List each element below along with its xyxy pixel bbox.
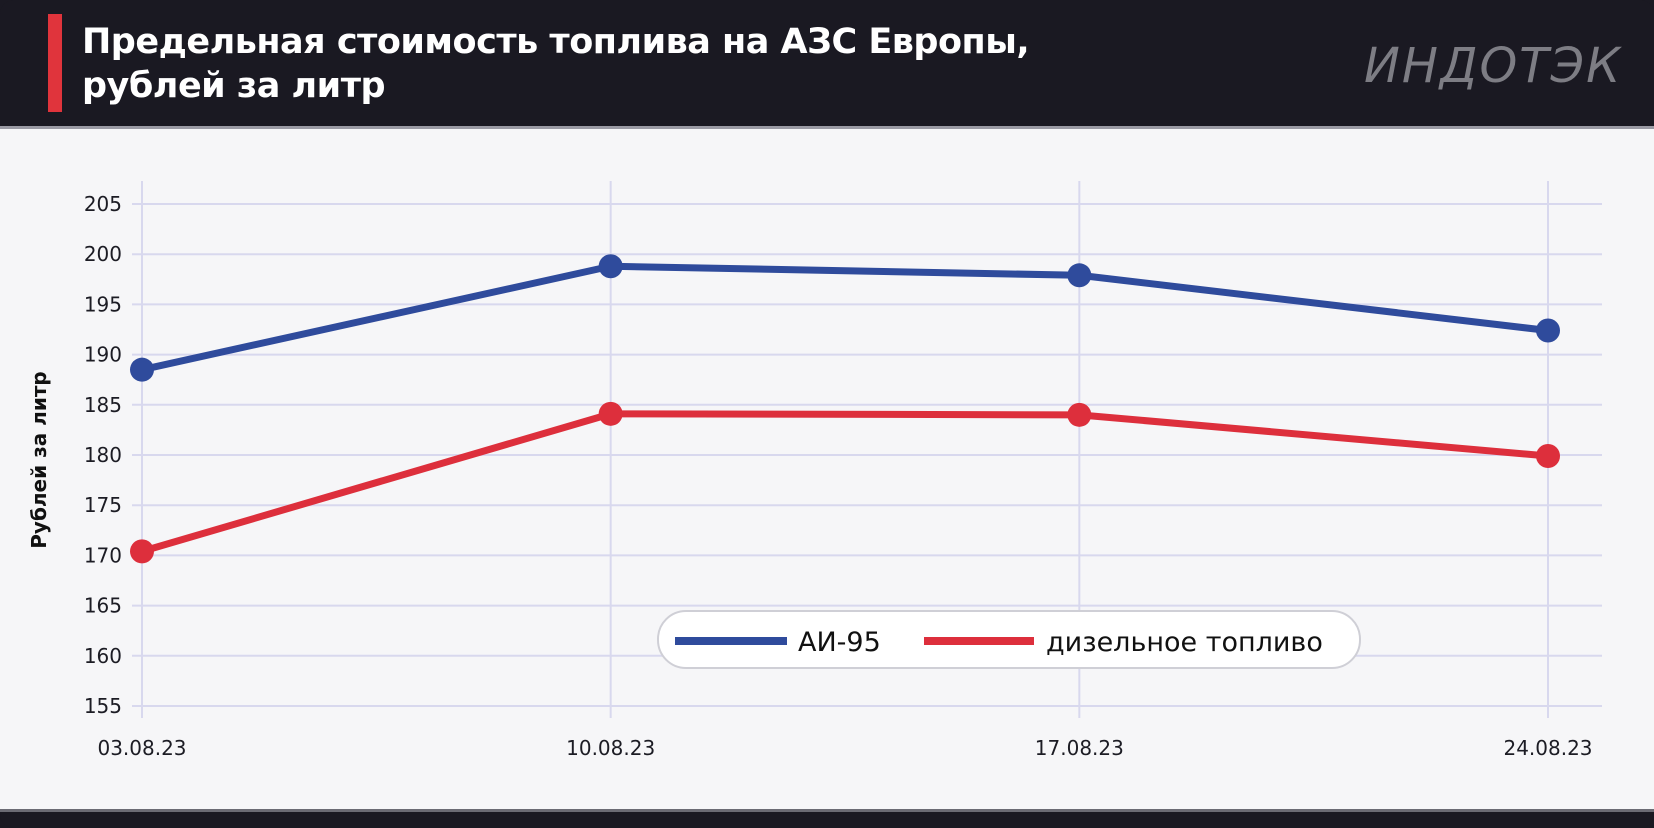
chart-title: Предельная стоимость топлива на АЗС Евро… [82, 20, 1030, 108]
y-tick-label: 170 [84, 543, 122, 567]
data-point [1067, 402, 1092, 427]
x-tick-label: 03.08.23 [97, 736, 186, 760]
legend: АИ-95 дизельное топливо [657, 610, 1361, 669]
header-divider [0, 126, 1654, 129]
x-tick-label: 17.08.23 [1035, 736, 1124, 760]
y-tick-label: 185 [84, 393, 122, 417]
y-axis-label: Рублей за литр [27, 371, 51, 549]
legend-label: АИ-95 [798, 627, 881, 658]
brand-logo: ИНДОТЭК [1364, 38, 1623, 94]
title-line-1: Предельная стоимость топлива на АЗС Евро… [82, 22, 1030, 62]
footer-divider [0, 809, 1654, 812]
y-tick-label: 175 [84, 493, 122, 517]
data-point [598, 401, 623, 426]
data-point [598, 254, 623, 279]
y-tick-label: 190 [84, 343, 122, 367]
footer-bar [0, 809, 1654, 828]
x-tick-label: 10.08.23 [566, 736, 655, 760]
data-point [1536, 318, 1560, 343]
y-tick-label: 155 [84, 694, 122, 718]
data-point [1067, 263, 1092, 288]
y-tick-label: 205 [84, 192, 122, 216]
y-tick-label: 180 [84, 443, 122, 467]
y-tick-label: 195 [84, 292, 122, 316]
plot-area [0, 129, 1654, 809]
data-point [130, 539, 154, 564]
y-tick-label: 160 [84, 644, 122, 668]
series-line [138, 410, 1552, 555]
legend-label: дизельное топливо [1046, 627, 1323, 658]
y-tick-label: 200 [84, 242, 122, 266]
title-line-2: рублей за литр [82, 66, 386, 106]
data-point [130, 357, 154, 382]
data-point [1536, 444, 1560, 469]
series-line [138, 262, 1552, 374]
header: Предельная стоимость топлива на АЗС Евро… [0, 0, 1654, 126]
accent-bar [48, 14, 62, 112]
y-tick-label: 165 [84, 594, 122, 618]
x-tick-label: 24.08.23 [1503, 736, 1592, 760]
